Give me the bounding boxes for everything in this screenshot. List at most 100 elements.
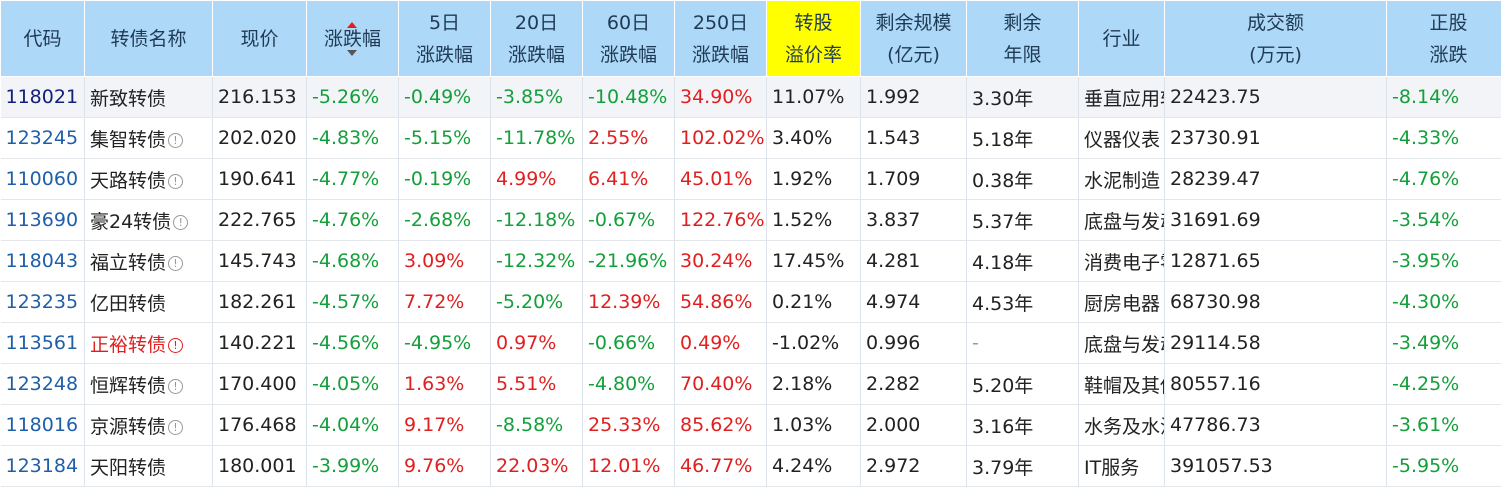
cell-price: 182.261	[213, 282, 307, 323]
cell-code[interactable]: 113690	[1, 200, 85, 241]
cell-code[interactable]: 113561	[1, 323, 85, 364]
info-icon[interactable]: !	[168, 420, 183, 435]
header-60d-change[interactable]: 60日涨跌幅	[583, 1, 675, 77]
cell-code[interactable]: 110060	[1, 159, 85, 200]
header-remaining-scale[interactable]: 剩余规模(亿元)	[861, 1, 967, 77]
cell-name[interactable]: 京源转债!	[85, 405, 213, 446]
cell-change: -5.26%	[307, 77, 399, 118]
cell-volume: 28239.47	[1165, 159, 1387, 200]
cell-d20: -5.20%	[491, 282, 583, 323]
cell-code[interactable]: 118016	[1, 405, 85, 446]
cell-scale: 2.972	[861, 446, 967, 487]
cell-volume: 23730.91	[1165, 118, 1387, 159]
cell-d60: 25.33%	[583, 405, 675, 446]
cell-name[interactable]: 集智转债!	[85, 118, 213, 159]
info-icon[interactable]: !	[168, 256, 183, 271]
info-icon[interactable]: !	[168, 174, 183, 189]
cell-name[interactable]: 福立转债!	[85, 241, 213, 282]
cell-d60: -0.66%	[583, 323, 675, 364]
bond-name[interactable]: 新致转债	[90, 88, 166, 110]
header-industry[interactable]: 行业	[1079, 1, 1165, 77]
cell-premium: 17.45%	[767, 241, 861, 282]
cell-name[interactable]: 天路转债!	[85, 159, 213, 200]
cell-industry: IT服务	[1079, 446, 1165, 487]
cell-premium: 1.92%	[767, 159, 861, 200]
cell-d5: -0.19%	[399, 159, 491, 200]
cell-code[interactable]: 123184	[1, 446, 85, 487]
cell-name[interactable]: 正裕转债!	[85, 323, 213, 364]
cell-volume: 68730.98	[1165, 282, 1387, 323]
cell-name[interactable]: 豪24转债!	[85, 200, 213, 241]
cell-stock: -3.49%	[1387, 323, 1501, 364]
sort-desc-icon[interactable]	[347, 50, 357, 56]
bond-name[interactable]: 亿田转债	[90, 293, 166, 315]
cell-d5: -2.68%	[399, 200, 491, 241]
info-icon[interactable]: !	[168, 338, 183, 353]
cell-d250: 46.77%	[675, 446, 767, 487]
cell-price: 180.001	[213, 446, 307, 487]
cell-d5: 3.09%	[399, 241, 491, 282]
bond-name[interactable]: 恒辉转债	[90, 375, 166, 397]
bond-name[interactable]: 京源转债	[90, 416, 166, 438]
header-name[interactable]: 转债名称	[85, 1, 213, 77]
cell-name[interactable]: 恒辉转债!	[85, 364, 213, 405]
cell-code[interactable]: 123248	[1, 364, 85, 405]
cell-industry: 底盘与发动机系统	[1079, 200, 1165, 241]
cell-d250: 0.49%	[675, 323, 767, 364]
cell-code[interactable]: 123235	[1, 282, 85, 323]
header-250d-change[interactable]: 250日涨跌幅	[675, 1, 767, 77]
header-premium-rate[interactable]: 转股溢价率	[767, 1, 861, 77]
header-code[interactable]: 代码	[1, 1, 85, 77]
cell-volume: 22423.75	[1165, 77, 1387, 118]
cell-name[interactable]: 新致转债	[85, 77, 213, 118]
info-icon[interactable]: !	[168, 379, 183, 394]
cell-d250: 102.02%	[675, 118, 767, 159]
bond-name[interactable]: 福立转债	[90, 252, 166, 274]
bond-name[interactable]: 天阳转债	[90, 457, 166, 479]
cell-price: 170.400	[213, 364, 307, 405]
cell-years: 0.38年	[967, 159, 1079, 200]
bond-name[interactable]: 豪24转债	[90, 211, 171, 233]
cell-years: 3.79年	[967, 446, 1079, 487]
info-icon[interactable]: !	[173, 215, 188, 230]
bond-name[interactable]: 集智转债	[90, 129, 166, 151]
cell-d60: -4.80%	[583, 364, 675, 405]
cell-d60: -21.96%	[583, 241, 675, 282]
cell-code[interactable]: 118021	[1, 77, 85, 118]
header-5d-change[interactable]: 5日涨跌幅	[399, 1, 491, 77]
cell-d20: 5.51%	[491, 364, 583, 405]
bond-name[interactable]: 天路转债	[90, 170, 166, 192]
header-volume[interactable]: 成交额(万元)	[1165, 1, 1387, 77]
cell-name[interactable]: 天阳转债	[85, 446, 213, 487]
header-change[interactable]: 涨跌幅	[307, 1, 399, 77]
bond-name[interactable]: 正裕转债	[90, 334, 166, 356]
header-price[interactable]: 现价	[213, 1, 307, 77]
cell-stock: -3.95%	[1387, 241, 1501, 282]
cell-code[interactable]: 123245	[1, 118, 85, 159]
cell-industry: 厨房电器	[1079, 282, 1165, 323]
cell-price: 216.153	[213, 77, 307, 118]
cell-d250: 30.24%	[675, 241, 767, 282]
cell-change: -4.56%	[307, 323, 399, 364]
cell-stock: -4.30%	[1387, 282, 1501, 323]
cell-name[interactable]: 亿田转债	[85, 282, 213, 323]
info-icon[interactable]: !	[168, 133, 183, 148]
cell-code[interactable]: 118043	[1, 241, 85, 282]
header-stock-change[interactable]: 正股涨跌	[1387, 1, 1501, 77]
cell-d20: -12.18%	[491, 200, 583, 241]
cell-volume: 391057.53	[1165, 446, 1387, 487]
header-remaining-years[interactable]: 剩余年限	[967, 1, 1079, 77]
header-20d-change[interactable]: 20日涨跌幅	[491, 1, 583, 77]
cell-stock: -4.33%	[1387, 118, 1501, 159]
